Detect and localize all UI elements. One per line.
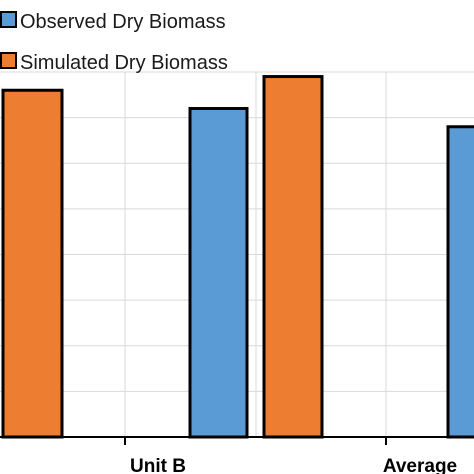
legend: Observed Dry Biomass Simulated Dry Bioma… <box>0 11 228 74</box>
category-label-unit-b: Unit B <box>130 456 186 474</box>
bar-observed-2 <box>446 125 474 439</box>
legend-swatch-simulated <box>0 52 17 69</box>
bars <box>1 75 474 439</box>
category-labels: Unit B Average <box>130 456 457 474</box>
bar-simulated-2 <box>262 75 324 439</box>
legend-swatch-observed <box>0 11 17 28</box>
bar-observed-1 <box>188 107 249 439</box>
legend-label-simulated: Simulated Dry Biomass <box>20 52 228 74</box>
bar-simulated-0 <box>1 88 64 439</box>
category-label-average: Average <box>383 456 457 474</box>
legend-label-observed: Observed Dry Biomass <box>20 11 226 33</box>
x-axis-ticks <box>124 437 387 445</box>
